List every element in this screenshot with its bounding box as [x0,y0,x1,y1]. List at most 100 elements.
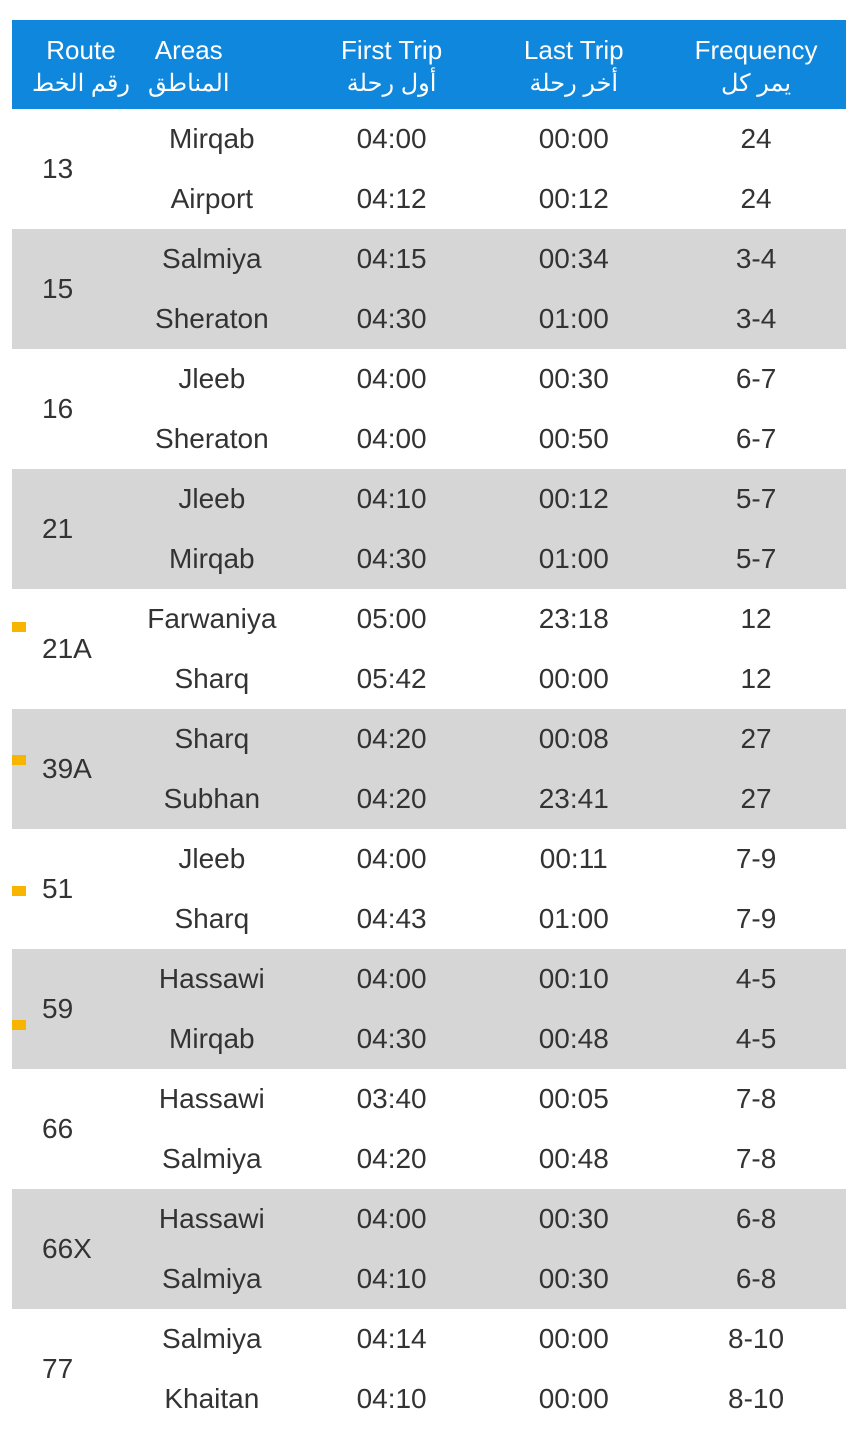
last-trip-time: 23:41 [481,769,666,829]
area-name: Khaitan [122,1369,302,1429]
last-trip-time: 01:00 [481,529,666,589]
table-row: 39ASharq04:2000:0827 [12,709,846,769]
table-row: 21AFarwaniya05:0023:1812 [12,589,846,649]
frequency-value: 8-10 [666,1309,846,1369]
frequency-value: 27 [666,769,846,829]
route-number: 21A [12,589,122,709]
area-name: Jleeb [122,349,302,409]
header-route-areas: Route رقم الخط Areas المناطق [12,20,302,109]
frequency-value: 7-9 [666,889,846,949]
table-body: 13Mirqab04:0000:0024Airport04:1200:1224 1… [12,109,846,1429]
last-trip-time: 00:00 [481,649,666,709]
last-trip-time: 00:00 [481,1369,666,1429]
first-trip-time: 04:15 [302,229,482,289]
area-name: Hassawi [122,1069,302,1129]
route-number: 21 [12,469,122,589]
header-last-trip: Last Trip أخر رحلة [481,20,666,109]
frequency-value: 12 [666,649,846,709]
frequency-value: 7-8 [666,1069,846,1129]
table-row: Airport04:1200:1224 [12,169,846,229]
header-first-en: First Trip [308,34,476,68]
first-trip-time: 04:30 [302,1009,482,1069]
last-trip-time: 00:11 [481,829,666,889]
table-row: Mirqab04:3000:484-5 [12,1009,846,1069]
last-trip-time: 00:48 [481,1129,666,1189]
area-name: Mirqab [122,529,302,589]
table-row: Sharq04:4301:007-9 [12,889,846,949]
header-last-en: Last Trip [487,34,660,68]
table-row: 13Mirqab04:0000:0024 [12,109,846,169]
header-areas-ar: المناطق [148,68,230,99]
last-trip-time: 00:00 [481,109,666,169]
frequency-value: 5-7 [666,469,846,529]
last-trip-time: 00:30 [481,349,666,409]
last-trip-time: 00:00 [481,1309,666,1369]
header-last-ar: أخر رحلة [487,68,660,99]
header-route-en: Route [46,34,115,68]
header-first-ar: أول رحلة [308,68,476,99]
accent-marker [12,755,26,765]
accent-marker [12,1020,26,1030]
first-trip-time: 04:00 [302,109,482,169]
area-name: Farwaniya [122,589,302,649]
first-trip-time: 03:40 [302,1069,482,1129]
frequency-value: 6-8 [666,1189,846,1249]
first-trip-time: 04:00 [302,349,482,409]
frequency-value: 4-5 [666,1009,846,1069]
area-name: Salmiya [122,1129,302,1189]
frequency-value: 6-7 [666,349,846,409]
table-row: 66Hassawi03:4000:057-8 [12,1069,846,1129]
table-row: 21Jleeb04:1000:125-7 [12,469,846,529]
first-trip-time: 05:42 [302,649,482,709]
table-header-row: Route رقم الخط Areas المناطق First Trip … [12,20,846,109]
last-trip-time: 00:12 [481,469,666,529]
last-trip-time: 01:00 [481,289,666,349]
first-trip-time: 04:00 [302,949,482,1009]
first-trip-time: 04:10 [302,469,482,529]
area-name: Mirqab [122,1009,302,1069]
area-name: Sharq [122,709,302,769]
route-number: 39A [12,709,122,829]
route-number: 66 [12,1069,122,1189]
frequency-value: 7-9 [666,829,846,889]
area-name: Mirqab [122,109,302,169]
frequency-value: 27 [666,709,846,769]
last-trip-time: 00:50 [481,409,666,469]
area-name: Hassawi [122,949,302,1009]
last-trip-time: 00:34 [481,229,666,289]
first-trip-time: 04:43 [302,889,482,949]
route-number: 59 [12,949,122,1069]
header-first-trip: First Trip أول رحلة [302,20,482,109]
area-name: Jleeb [122,829,302,889]
area-name: Sheraton [122,409,302,469]
header-areas-en: Areas [155,34,223,68]
frequency-value: 24 [666,169,846,229]
last-trip-time: 00:12 [481,169,666,229]
frequency-value: 5-7 [666,529,846,589]
table-row: Khaitan04:1000:008-10 [12,1369,846,1429]
table-row: Mirqab04:3001:005-7 [12,529,846,589]
accent-marker [12,886,26,896]
first-trip-time: 05:00 [302,589,482,649]
area-name: Hassawi [122,1189,302,1249]
first-trip-time: 04:00 [302,409,482,469]
first-trip-time: 04:12 [302,169,482,229]
area-name: Salmiya [122,229,302,289]
header-route-ar: رقم الخط [32,68,130,99]
first-trip-time: 04:20 [302,769,482,829]
frequency-value: 8-10 [666,1369,846,1429]
last-trip-time: 01:00 [481,889,666,949]
area-name: Sharq [122,889,302,949]
frequency-value: 6-7 [666,409,846,469]
first-trip-time: 04:14 [302,1309,482,1369]
header-frequency: Frequency يمر كل [666,20,846,109]
first-trip-time: 04:30 [302,529,482,589]
table-row: Sheraton04:0000:506-7 [12,409,846,469]
table-row: Subhan04:2023:4127 [12,769,846,829]
last-trip-time: 00:30 [481,1189,666,1249]
area-name: Jleeb [122,469,302,529]
header-freq-ar: يمر كل [672,68,840,99]
area-name: Sheraton [122,289,302,349]
area-name: Salmiya [122,1309,302,1369]
table-row: Sheraton04:3001:003-4 [12,289,846,349]
